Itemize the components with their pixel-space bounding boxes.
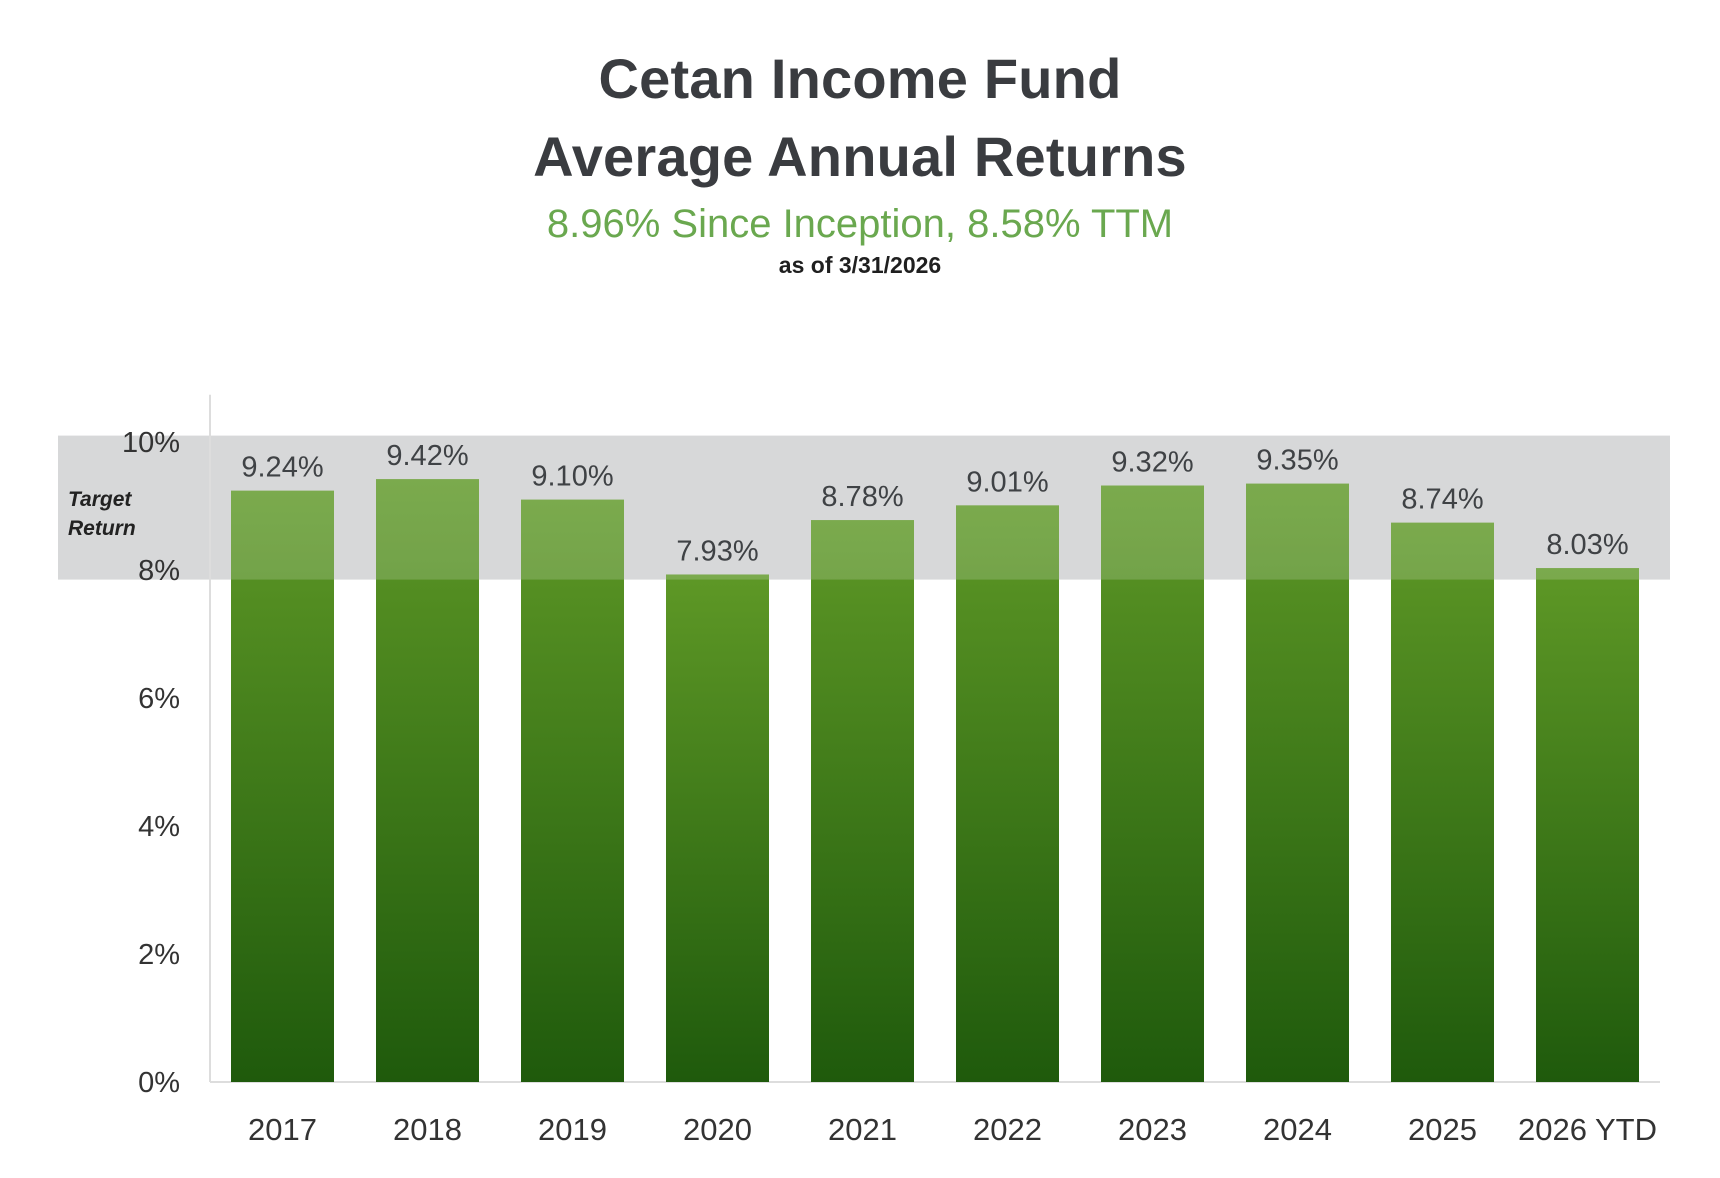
bar [666, 574, 769, 1082]
target-return-label: Target [68, 488, 132, 511]
bar-band-overlay [521, 499, 624, 580]
bar-value-label: 8.74% [1401, 484, 1483, 516]
y-tick-label: 10% [122, 427, 180, 459]
x-tick-label: 2023 [1118, 1112, 1187, 1147]
chart-title-line-2: Average Annual Returns [533, 125, 1187, 188]
bar [376, 479, 479, 1082]
x-tick-label: 2025 [1408, 1112, 1477, 1147]
bar [1391, 522, 1494, 1082]
bar-value-label: 8.03% [1546, 529, 1628, 561]
y-tick-label: 2% [138, 939, 180, 971]
x-tick-label: 2017 [248, 1112, 317, 1147]
y-tick-label: 8% [138, 555, 180, 587]
y-tick-label: 4% [138, 811, 180, 843]
bar [521, 499, 624, 1083]
x-tick-label: 2022 [973, 1112, 1042, 1147]
x-tick-label: 2026 YTD [1518, 1112, 1657, 1147]
as-of-date: as of 3/31/2026 [778, 252, 942, 278]
bar-value-label: 9.24% [241, 452, 323, 484]
y-tick-label: 0% [138, 1067, 180, 1099]
bar-value-label: 9.35% [1256, 445, 1338, 477]
target-return-label: Return [68, 517, 136, 540]
x-tick-label: 2020 [683, 1112, 752, 1147]
bar-value-label: 9.01% [966, 466, 1048, 498]
bar-band-overlay [666, 574, 769, 580]
bar-band-overlay [811, 520, 914, 580]
bar [956, 505, 1059, 1082]
bar-band-overlay [231, 490, 334, 580]
x-tick-label: 2019 [538, 1112, 607, 1147]
bar-value-label: 7.93% [676, 535, 758, 567]
bar-band-overlay [1391, 522, 1494, 580]
x-tick-label: 2021 [828, 1112, 897, 1147]
x-tick-label: 2024 [1263, 1112, 1332, 1147]
chart-subtitle: 8.96% Since Inception, 8.58% TTM [546, 202, 1174, 246]
bar-value-label: 8.78% [821, 481, 903, 513]
x-tick-label: 2018 [393, 1112, 462, 1147]
chart-title-line-1: Cetan Income Fund [598, 47, 1122, 110]
bar-value-label: 9.10% [531, 461, 613, 493]
bar [1536, 568, 1639, 1082]
bar [231, 490, 334, 1082]
y-tick-label: 6% [138, 683, 180, 715]
bar-band-overlay [1536, 568, 1639, 580]
bar-band-overlay [1246, 483, 1349, 580]
bar [1101, 485, 1204, 1082]
chart-header: Cetan Income Fund Average Annual Returns… [0, 0, 1720, 280]
bar-band-overlay [1101, 485, 1204, 580]
bar-band-overlay [956, 505, 1059, 580]
bar [811, 520, 914, 1082]
bar-band-overlay [376, 479, 479, 580]
bar [1246, 483, 1349, 1083]
bar-value-label: 9.42% [386, 440, 468, 472]
bar-value-label: 9.32% [1111, 447, 1193, 479]
